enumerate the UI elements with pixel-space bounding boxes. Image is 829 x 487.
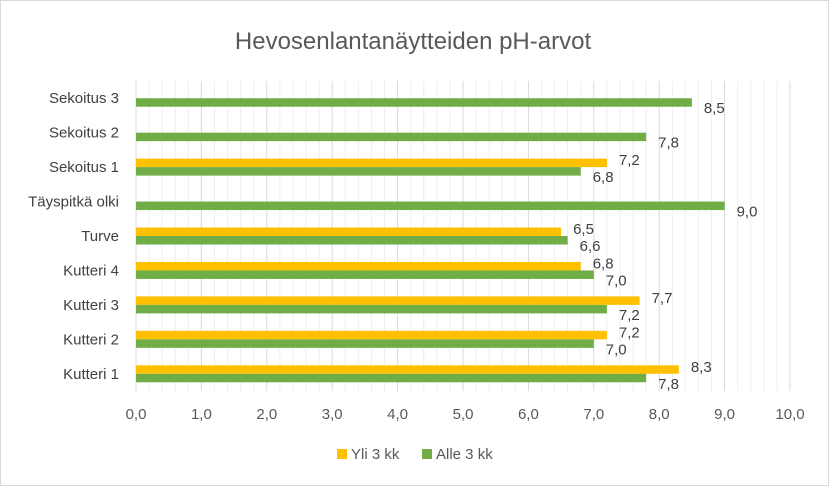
category-labels: Kutteri 1 Kutteri 2 Kutteri 3 Kutteri 4 Turv… [28, 90, 119, 383]
bar-alle-3-kk [136, 167, 581, 176]
x-tick-label: 2,0 [256, 406, 277, 423]
x-tick-label: 10,0 [775, 406, 804, 423]
data-label: 8,5 [704, 100, 725, 117]
bar-yli-3-kk [136, 227, 562, 236]
bar-alle-3-kk [136, 236, 568, 245]
data-label: 7,2 [619, 324, 640, 341]
x-tick-label: 5,0 [453, 406, 474, 423]
legend-label-alle-3-kk: Alle 3 kk [436, 446, 493, 463]
bar-yli-3-kk [136, 365, 679, 374]
bar-alle-3-kk [136, 98, 692, 107]
x-tick-label: 4,0 [387, 406, 408, 423]
x-tick-label: 8,0 [649, 406, 670, 423]
data-label: 9,0 [737, 204, 758, 221]
x-tick-label: 0,0 [126, 406, 147, 423]
x-tick-label: 6,0 [518, 406, 539, 423]
data-label: 7,8 [658, 135, 679, 152]
bar-yli-3-kk [136, 261, 581, 271]
bar-yli-3-kk [136, 158, 607, 168]
data-labels: 8,37,87,27,07,77,26,87,06,56,69,07,26,87… [573, 100, 757, 393]
data-label: 7,7 [652, 290, 673, 307]
bar-yli-3-kk [136, 330, 607, 340]
category-label: Kutteri 3 [63, 297, 119, 314]
bar-yli-3-kk [136, 296, 640, 305]
category-label: Turve [81, 228, 119, 245]
legend-swatch-yli-3-kk [337, 449, 347, 459]
category-label: Sekoitus 2 [49, 125, 119, 142]
category-label: Täyspitkä olki [28, 194, 119, 211]
bar-alle-3-kk [136, 270, 594, 279]
data-label: 6,8 [593, 169, 614, 186]
bar-alle-3-kk [136, 132, 647, 142]
bar-alle-3-kk [136, 304, 607, 314]
data-label: 7,0 [606, 341, 627, 358]
category-label: Sekoitus 1 [49, 159, 119, 176]
category-label: Kutteri 4 [63, 262, 119, 279]
data-label: 7,8 [658, 376, 679, 393]
legend-swatch-alle-3-kk [422, 449, 432, 459]
data-label: 8,3 [691, 359, 712, 376]
chart-title: Hevosenlantanäytteiden pH-arvot [235, 28, 592, 55]
bar-alle-3-kk [136, 201, 725, 211]
x-tick-label: 7,0 [583, 406, 604, 423]
category-label: Kutteri 2 [63, 331, 119, 348]
category-label: Sekoitus 3 [49, 90, 119, 107]
data-label: 7,2 [619, 307, 640, 324]
legend: Yli 3 kk Alle 3 kk [337, 446, 493, 463]
x-tick-label: 3,0 [322, 406, 343, 423]
bar-alle-3-kk [136, 373, 647, 383]
data-label: 7,2 [619, 152, 640, 169]
x-tick-label: 9,0 [714, 406, 735, 423]
x-tick-labels: 0,0 1,0 2,0 3,0 4,0 5,0 6,0 7,0 8,0 9,0 10,0 [126, 406, 805, 423]
bar-alle-3-kk [136, 339, 594, 348]
bars [136, 98, 725, 383]
data-label: 6,8 [593, 255, 614, 272]
data-label: 6,6 [580, 238, 601, 255]
data-label: 7,0 [606, 272, 627, 289]
category-label: Kutteri 1 [63, 366, 119, 383]
x-tick-label: 1,0 [191, 406, 212, 423]
legend-label-yli-3-kk: Yli 3 kk [351, 446, 400, 463]
data-label: 6,5 [573, 221, 594, 238]
